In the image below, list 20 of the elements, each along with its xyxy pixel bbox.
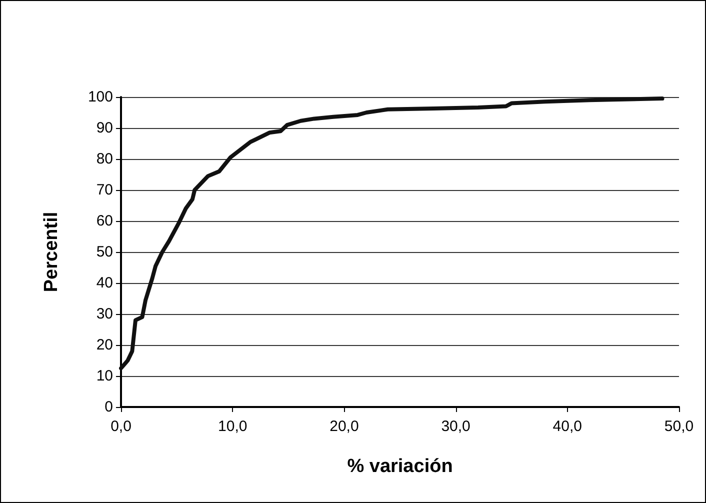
y-tick-label: 0 <box>104 398 113 416</box>
y-axis-title: Percentil <box>41 212 62 292</box>
x-tick-label: 20,0 <box>330 418 359 435</box>
x-tick-label: 30,0 <box>441 418 470 435</box>
y-tick-label: 70 <box>96 182 113 198</box>
y-tick-label: 40 <box>96 274 113 292</box>
line-series <box>119 96 664 370</box>
y-tick-label: 60 <box>96 212 113 230</box>
y-tick-label: 20 <box>96 336 113 354</box>
x-tick-label: 40,0 <box>552 418 582 435</box>
y-tick-label: 80 <box>96 150 113 168</box>
y-tick-label: 100 <box>88 88 113 106</box>
x-axis-title: % variación <box>347 456 453 477</box>
y-tick-label: 90 <box>96 120 113 136</box>
y-tick-label: 30 <box>96 306 113 322</box>
y-tick-label: 50 <box>96 244 113 260</box>
x-tick-label: 50,0 <box>664 418 694 435</box>
x-tick-label: 10,0 <box>218 418 248 435</box>
y-tick-label: 10 <box>96 368 113 384</box>
x-tick-label: 0,0 <box>110 418 132 435</box>
